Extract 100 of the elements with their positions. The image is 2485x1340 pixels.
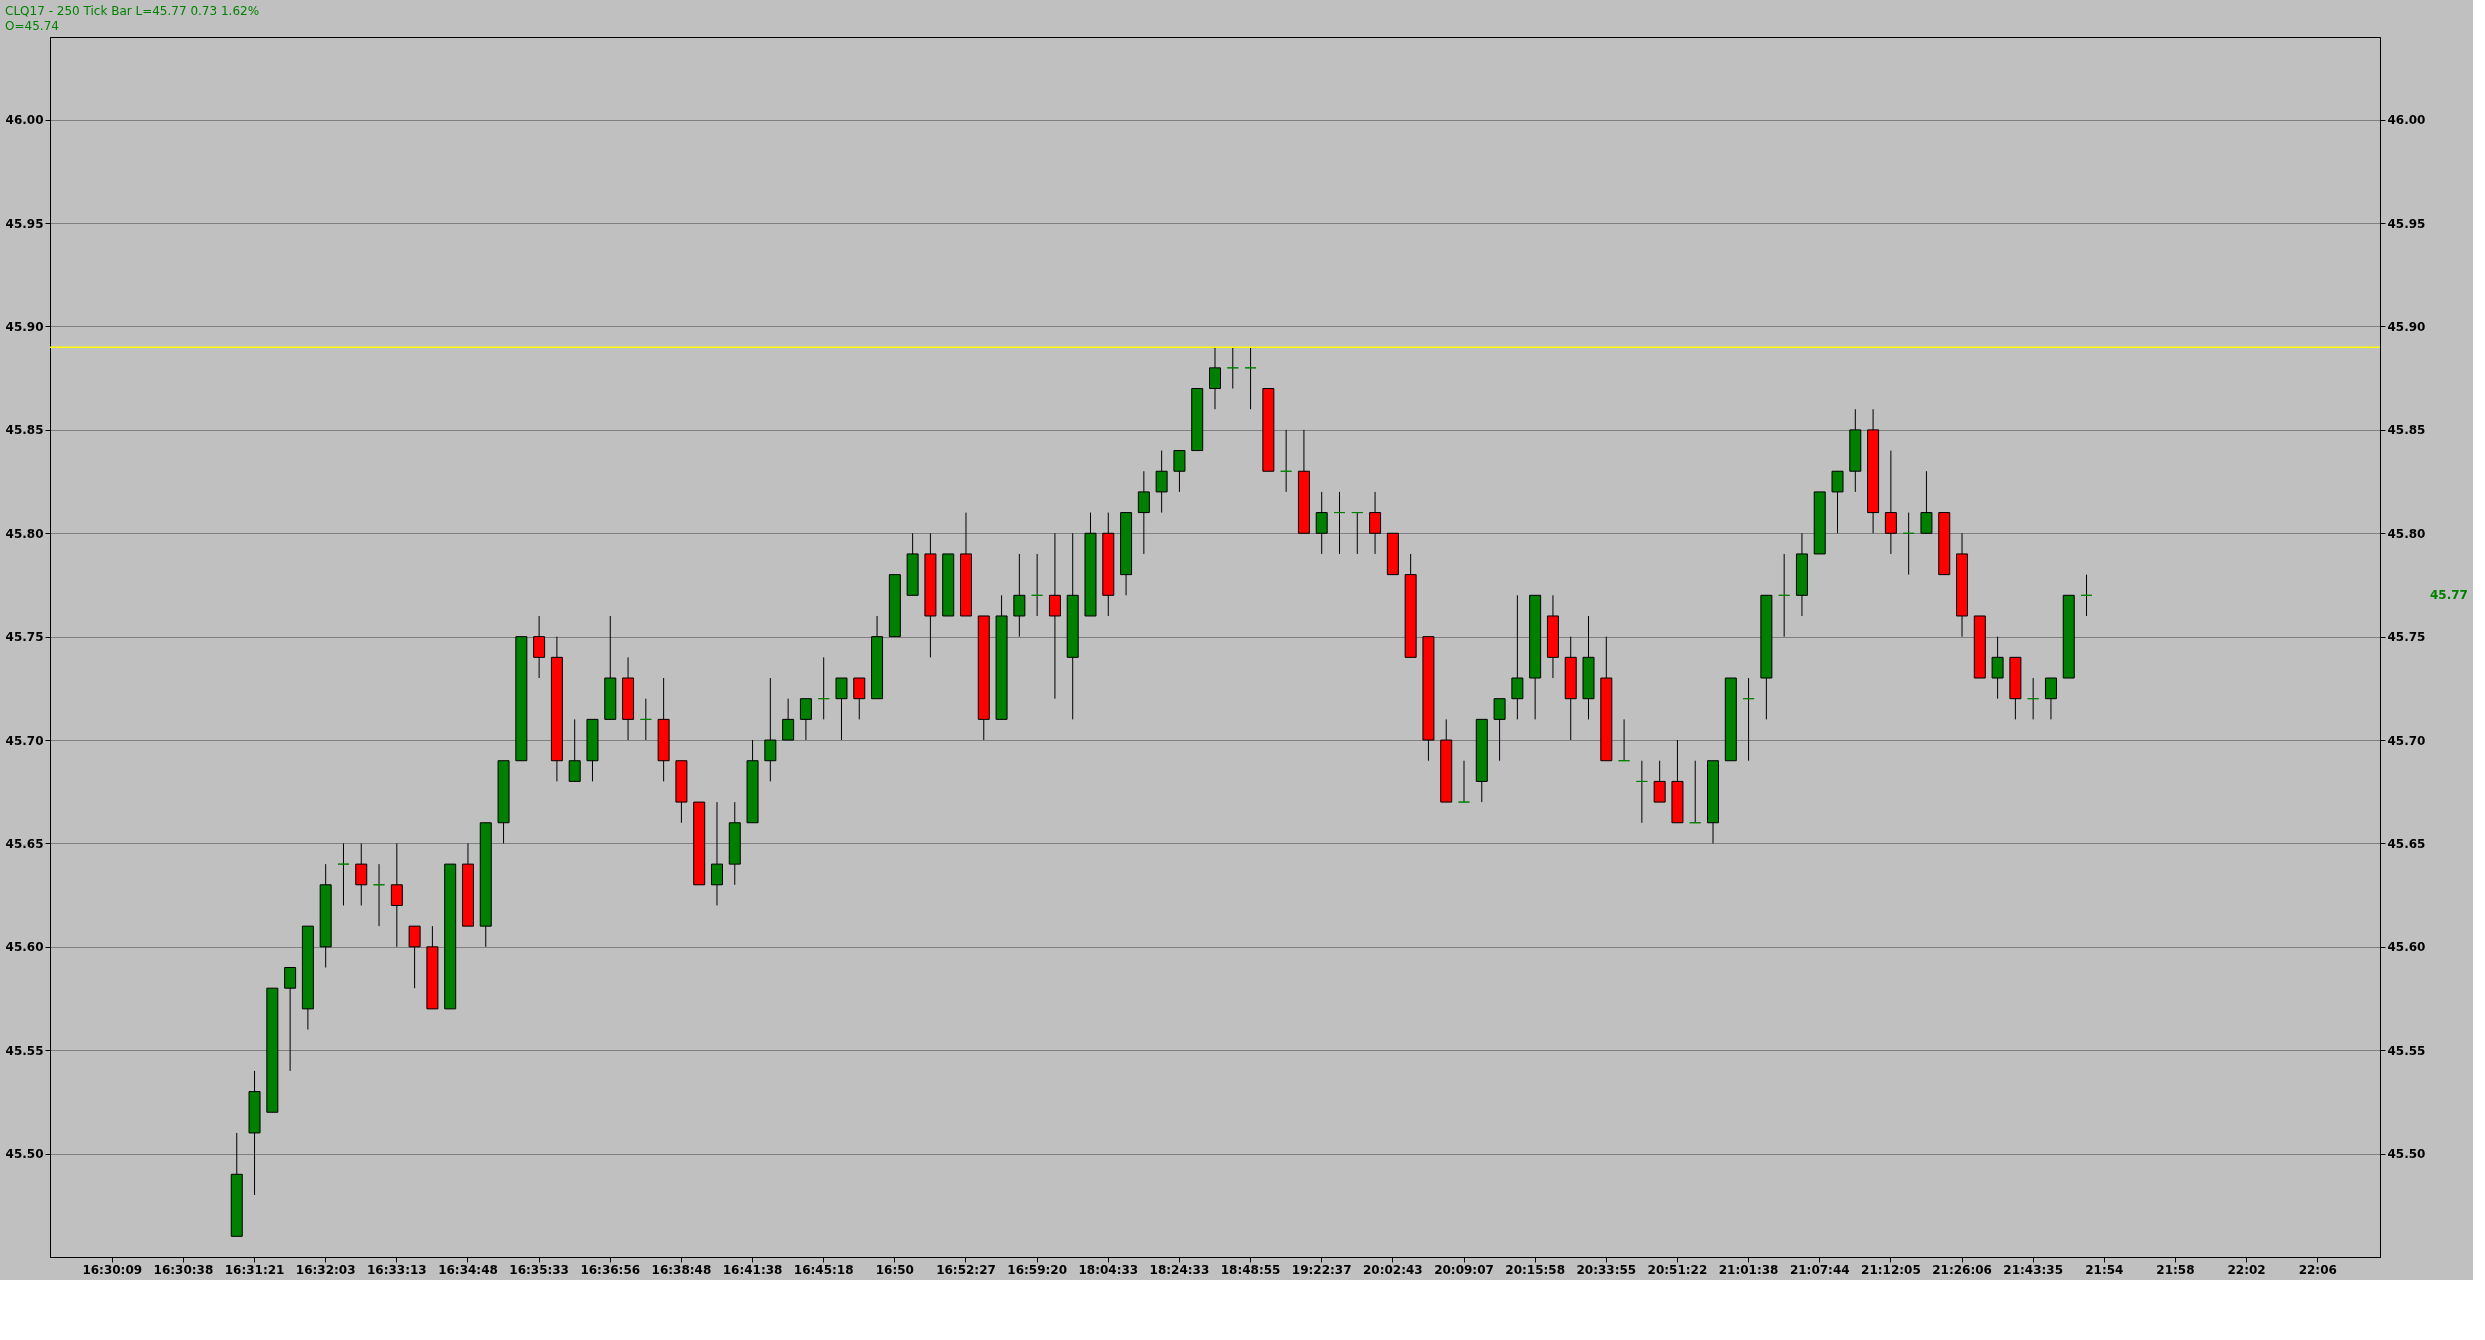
x-tick-label: 19:22:37 — [1291, 1262, 1352, 1277]
candlestick — [1618, 718, 1631, 762]
candlestick — [1635, 760, 1648, 824]
x-tick-label: 22:06 — [2298, 1262, 2337, 1277]
candlestick — [1689, 760, 1702, 824]
x-tick-label: 21:26:06 — [1932, 1262, 1992, 1277]
candlestick — [782, 698, 795, 741]
x-tick-label: 16:45:18 — [793, 1262, 854, 1277]
candlestick — [1351, 512, 1364, 555]
candlestick — [1458, 760, 1471, 803]
x-tick-label: 21:07:44 — [1789, 1262, 1850, 1277]
x-tick-label: 20:33:55 — [1576, 1262, 1637, 1277]
x-tick-label: 21:58 — [2156, 1262, 2195, 1277]
x-tick-label: 20:02:43 — [1363, 1262, 1423, 1277]
text: 45.77 — [2430, 588, 2468, 603]
candlestick — [1333, 491, 1346, 555]
y-tick-label: 45.50 — [5, 1147, 44, 1162]
y-tick-label: 45.90 — [5, 319, 44, 334]
candlestick — [1315, 491, 1328, 555]
y-tick-label: 45.55 — [5, 1043, 44, 1058]
x-tick-label: 16:52:27 — [936, 1262, 996, 1277]
candlestick — [390, 842, 403, 948]
chart-subtitle: O=45.74 — [5, 19, 59, 33]
candlestick — [853, 677, 866, 720]
candlestick — [1048, 532, 1061, 700]
candlestick — [568, 718, 581, 782]
candlestick — [1778, 553, 1791, 638]
candlestick — [1226, 346, 1239, 390]
y2-tick-label: 45.50 — [2387, 1147, 2426, 1162]
y2-tick-label: 45.60 — [2387, 940, 2426, 955]
x-tick-label: 16:50 — [875, 1262, 914, 1277]
candlestick — [1244, 346, 1257, 410]
candlestick — [1742, 677, 1755, 762]
candlestick — [284, 967, 297, 1072]
x-tick-label: 16:34:48 — [438, 1262, 498, 1277]
candlestick — [1173, 450, 1186, 493]
candlestick — [799, 698, 812, 741]
y2-tick-label: 45.90 — [2387, 319, 2426, 334]
candlestick — [1831, 470, 1844, 534]
y-tick-label: 46.00 — [5, 113, 44, 128]
candlestick — [835, 677, 848, 741]
x-tick-label: 16:33:13 — [366, 1262, 427, 1277]
y2-tick-label: 46.00 — [2387, 113, 2426, 128]
x-tick-label: 16:36:56 — [580, 1262, 641, 1277]
candlestick — [639, 698, 652, 741]
candlestick — [1013, 553, 1026, 638]
x-tick-label: 21:12:05 — [1861, 1262, 1921, 1277]
x-tick-label: 16:59:20 — [1007, 1262, 1067, 1277]
y-tick-label: 45.65 — [5, 836, 44, 851]
candlestick — [1280, 429, 1293, 493]
candlestick — [355, 842, 368, 906]
x-tick-label: 16:35:33 — [509, 1262, 569, 1277]
x-tick-label: 20:51:22 — [1647, 1262, 1708, 1277]
candlestick — [533, 615, 546, 679]
x-tick-label: 21:01:38 — [1718, 1262, 1779, 1277]
y2-tick-label: 45.80 — [2387, 526, 2426, 541]
y2-tick-label: 45.75 — [2387, 630, 2426, 645]
chart-title: CLQ17 - 250 Tick Bar L=45.77 0.73 1.62% — [5, 4, 260, 18]
candlestick — [1369, 491, 1382, 555]
x-tick-label: 21:54 — [2085, 1262, 2124, 1277]
x-tick-label: 18:04:33 — [1078, 1262, 1139, 1277]
candlestick — [2027, 677, 2040, 720]
candlestick — [337, 842, 350, 906]
candlestick — [2044, 677, 2057, 720]
x-tick-label: 16:38:48 — [651, 1262, 712, 1277]
y2-tick-label: 45.95 — [2387, 216, 2426, 231]
x-tick-label: 20:15:58 — [1505, 1262, 1565, 1277]
candlestick — [1902, 512, 1915, 576]
y-tick-label: 45.85 — [5, 423, 44, 438]
y-tick-label: 45.80 — [5, 526, 44, 541]
y-tick-label: 45.95 — [5, 216, 44, 231]
y2-tick-label: 45.65 — [2387, 836, 2426, 851]
x-tick-label: 16:30:38 — [153, 1262, 214, 1277]
candlestick — [1511, 594, 1524, 720]
y2-tick-label: 45.70 — [2387, 733, 2426, 748]
x-tick-label: 18:48:55 — [1220, 1262, 1281, 1277]
y2-tick-label: 45.55 — [2387, 1043, 2426, 1058]
candlestick — [1920, 470, 1933, 534]
candlestick — [1653, 760, 1666, 803]
candlestick — [408, 925, 421, 989]
x-tick-label: 20:09:07 — [1434, 1262, 1494, 1277]
candlestick — [1155, 450, 1168, 514]
candlestick — [2080, 574, 2093, 617]
candlestick — [1884, 450, 1897, 555]
x-tick-label: 16:31:21 — [224, 1262, 285, 1277]
candlestick — [1991, 636, 2004, 700]
candlestick — [710, 801, 723, 906]
y2-tick-label: 45.85 — [2387, 423, 2426, 438]
candlestick — [1493, 698, 1506, 762]
x-tick-label: 18:24:33 — [1149, 1262, 1210, 1277]
x-tick-label: 16:30:09 — [82, 1262, 143, 1277]
x-tick-label: 16:41:38 — [722, 1262, 783, 1277]
candlestick — [1209, 346, 1221, 410]
candlestick — [1137, 470, 1150, 555]
x-tick-label: 21:43:35 — [2003, 1262, 2064, 1277]
x-tick-label: 22:02 — [2227, 1262, 2266, 1277]
candlestick — [764, 677, 777, 782]
candlestick — [373, 863, 386, 927]
x-tick-label: 16:32:03 — [295, 1262, 356, 1277]
candlestick — [817, 656, 830, 720]
